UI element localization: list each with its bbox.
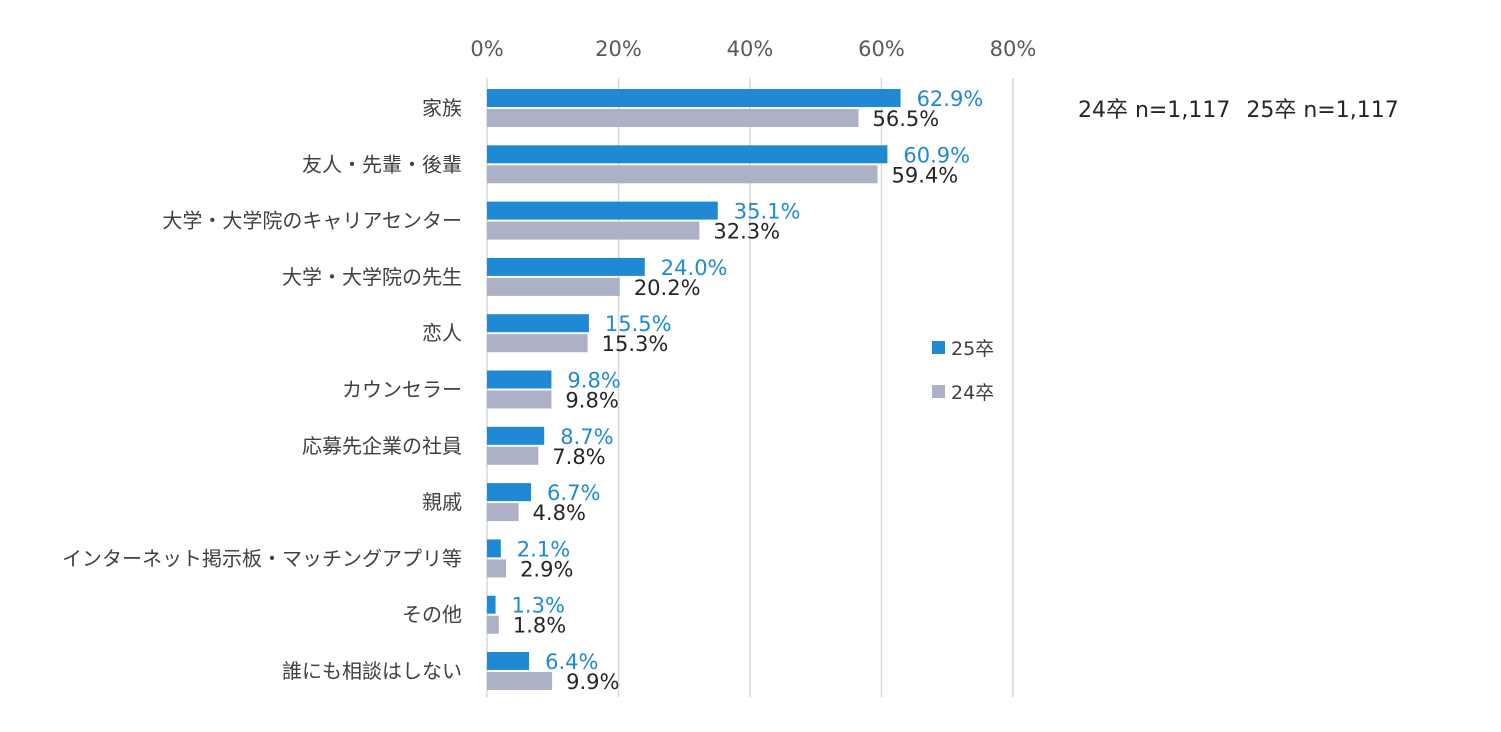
category-label: 大学・大学院のキャリアセンター [162,209,462,233]
x-tick-label: 20% [595,37,642,61]
x-tick-label: 40% [727,37,774,61]
data-label-25卒: 6.7% [547,481,600,505]
data-label-25卒: 2.1% [517,537,570,561]
legend-label: 24卒 [951,382,994,404]
data-label-25卒: 62.9% [917,87,984,111]
bar-24卒 [487,446,539,465]
sample-size-note: 24卒 n=1,117 25卒 n=1,117 [1078,92,1415,124]
data-label-25卒: 6.4% [545,650,598,674]
legend: 25卒 24卒 [932,338,994,404]
sample-size-24: 24卒 n=1,117 [1078,98,1231,123]
data-label-24卒: 56.5% [872,107,939,131]
data-label-24卒: 2.9% [520,557,573,581]
bar-25卒 [487,145,888,164]
category-label: 大学・大学院の先生 [282,265,462,289]
data-label-24卒: 15.3% [602,332,669,356]
data-label-24卒: 20.2% [634,276,701,300]
data-label-24卒: 4.8% [533,501,586,525]
x-axis-ticks: 0% 20% 40% 60% 80% [470,37,1036,61]
bar-25卒 [487,370,552,389]
bar-24卒 [487,277,620,296]
data-label-24卒: 9.8% [565,389,618,413]
data-label-25卒: 60.9% [903,143,970,167]
legend-label: 25卒 [951,338,994,360]
bar-24卒 [487,390,552,409]
category-label: その他 [402,603,462,627]
bar-24卒 [487,165,878,184]
bar-25卒 [487,595,496,614]
data-label-24卒: 59.4% [892,163,959,187]
data-label-25卒: 15.5% [605,312,672,336]
bar-25卒 [487,257,645,276]
bar-24卒 [487,109,859,127]
bar-24卒 [487,615,499,634]
category-label: 応募先企業の社員 [302,434,462,458]
category-labels: 家族友人・先輩・後輩大学・大学院のキャリアセンター大学・大学院の先生恋人カウンセ… [62,96,462,683]
bar-25卒 [487,201,718,220]
bar-24卒 [487,221,700,240]
legend-swatch [932,341,945,354]
data-label-25卒: 1.3% [512,594,565,618]
bar-24卒 [487,672,553,690]
bar-25卒 [487,89,901,107]
data-label-25卒: 9.8% [567,369,620,393]
x-tick-label: 0% [470,37,503,61]
bar-25卒 [487,426,545,445]
sample-size-25: 25卒 n=1,117 [1246,98,1399,123]
data-label-25卒: 24.0% [661,256,728,280]
bar-25卒 [487,483,532,502]
bar-25卒 [487,314,589,333]
category-label: 親戚 [422,490,462,514]
data-label-24卒: 7.8% [552,445,605,469]
category-label: 友人・先輩・後輩 [302,152,462,176]
data-label-24卒: 1.8% [513,614,566,638]
data-label-24卒: 9.9% [566,670,619,694]
bar-24卒 [487,503,519,522]
category-label: 誰にも相談はしない [282,659,462,683]
x-tick-label: 60% [858,37,905,61]
bar-25卒 [487,539,501,558]
data-label-25卒: 8.7% [560,425,613,449]
category-label: カウンセラー [342,378,462,402]
category-label: インターネット掲示板・マッチングアプリ等 [62,546,462,570]
data-label-25卒: 35.1% [734,200,801,224]
bar-24卒 [487,334,588,353]
bar-24卒 [487,559,507,578]
bars: 62.9%56.5% 60.9%59.4% 35.1%32.3% 24.0%20.2%… [487,87,983,694]
x-tick-label: 80% [990,37,1037,61]
bar-25卒 [487,652,530,670]
legend-swatch [932,385,945,398]
category-label: 恋人 [422,321,462,345]
category-label: 家族 [422,96,462,120]
data-label-24卒: 32.3% [713,220,780,244]
